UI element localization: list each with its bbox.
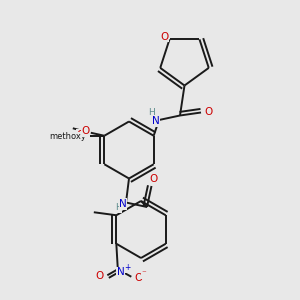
Text: H: H	[115, 203, 122, 212]
Text: O: O	[96, 271, 104, 281]
Text: O: O	[82, 126, 90, 136]
Text: N: N	[152, 116, 160, 127]
Text: N: N	[119, 199, 127, 209]
Text: +: +	[124, 263, 130, 272]
Text: methoxy: methoxy	[49, 132, 86, 141]
Text: O: O	[76, 130, 84, 140]
Text: N: N	[117, 267, 125, 277]
Text: O: O	[134, 273, 142, 283]
Text: O: O	[149, 174, 157, 184]
Text: O: O	[160, 32, 168, 42]
Text: H: H	[148, 108, 155, 117]
Text: O: O	[204, 107, 213, 118]
Text: ⁻: ⁻	[142, 269, 147, 278]
